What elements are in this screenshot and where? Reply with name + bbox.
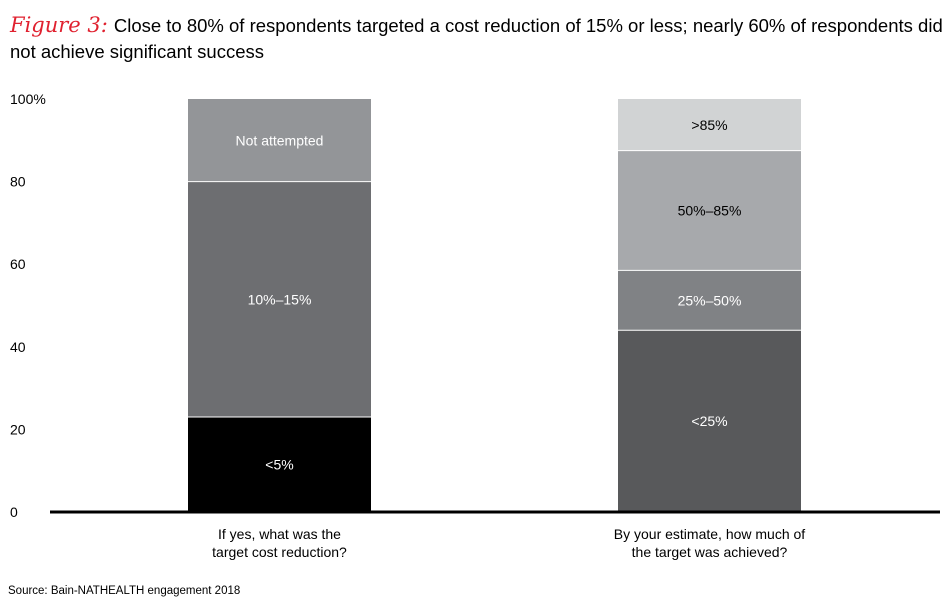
segment-label: <25%	[691, 413, 727, 429]
chart-title: Figure 3: Close to 80% of respondents tar…	[10, 12, 945, 65]
x-category-label: If yes, what was the	[218, 526, 341, 542]
title-text: Close to 80% of respondents targeted a c…	[10, 15, 943, 62]
x-category-label: the target was achieved?	[632, 544, 788, 560]
segment-label: 50%–85%	[678, 203, 742, 219]
y-tick-label: 20	[10, 421, 26, 437]
bars: <5% 10%–15% Not attempted <25% 25%–50% 50%–85…	[188, 99, 801, 512]
bar-segment	[618, 330, 801, 512]
x-category-label: By your estimate, how much of	[614, 526, 806, 542]
source-note: Source: Bain-NATHEALTH engagement 2018	[8, 585, 241, 597]
segment-label: >85%	[691, 117, 727, 133]
segment-label: 25%–50%	[678, 292, 742, 308]
x-category-label: target cost reduction?	[212, 544, 347, 560]
bar-segment	[188, 181, 371, 418]
y-tick-label: 0	[10, 504, 18, 520]
segment-label: 10%–15%	[248, 291, 312, 307]
segment-label: Not attempted	[236, 132, 324, 148]
y-tick-label: 100%	[10, 91, 46, 107]
y-tick-label: 60	[10, 256, 26, 272]
y-tick-label: 40	[10, 339, 26, 355]
x-axis-labels: If yes, what was the target cost reductio…	[212, 526, 805, 560]
figure-label: Figure 3:	[10, 13, 108, 37]
bar-segment	[188, 417, 371, 512]
bar-segment	[188, 99, 371, 182]
bar-segment	[618, 99, 801, 151]
y-axis: 0 20 40 60 80 100%	[10, 91, 46, 520]
y-tick-label: 80	[10, 174, 26, 190]
segment-label: <5%	[265, 457, 293, 473]
bar-segment	[618, 150, 801, 271]
bar-segment	[618, 270, 801, 331]
